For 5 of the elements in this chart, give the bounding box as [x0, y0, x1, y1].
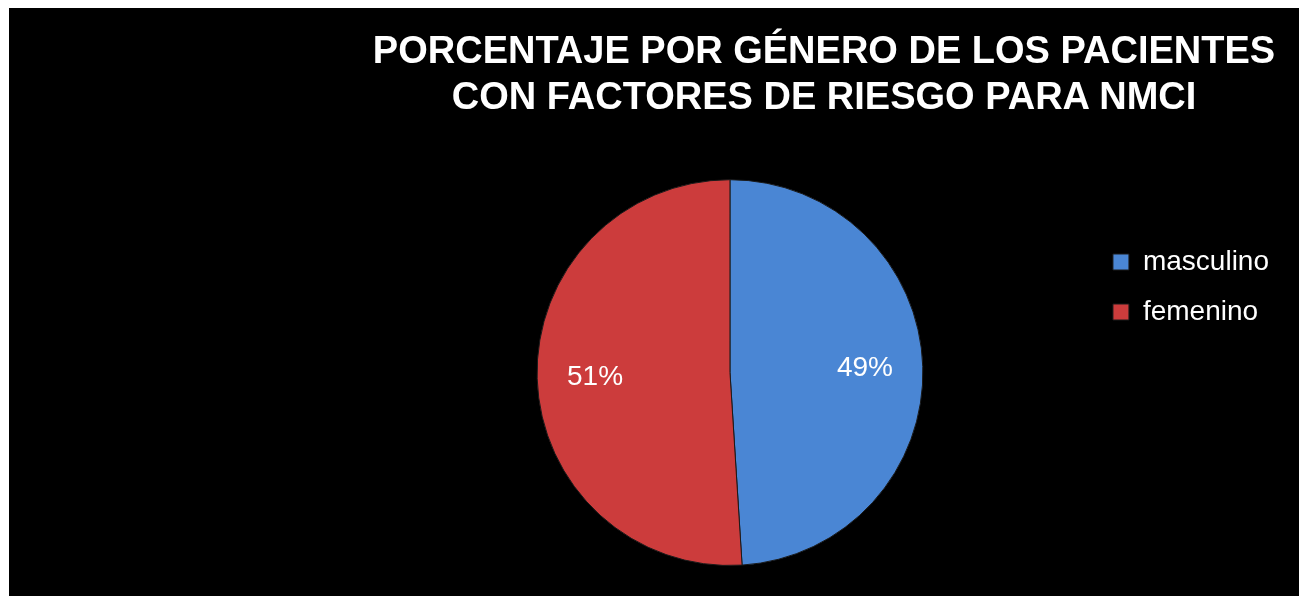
data-label: 49%	[836, 351, 893, 383]
chart-title: PORCENTAJE POR GÉNERO DE LOS PACIENTES CON FACTORES DE RIESGO PARA NMCI	[372, 28, 1276, 117]
legend-label: masculino	[1142, 244, 1270, 276]
data-label: 51%	[566, 359, 624, 391]
legend-label: femenino	[1142, 294, 1259, 326]
